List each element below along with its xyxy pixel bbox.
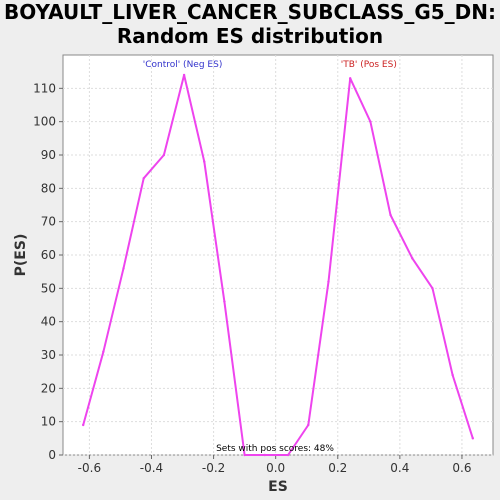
data-point bbox=[223, 300, 226, 303]
y-tick-label: 10 bbox=[41, 415, 56, 429]
y-tick-label: 60 bbox=[41, 248, 56, 262]
data-point bbox=[348, 77, 352, 80]
chart-title-line1: BOYAULT_LIVER_CANCER_SUBCLASS_G5_DN: bbox=[3, 0, 496, 24]
x-tick-label: -0.4 bbox=[140, 461, 163, 475]
data-point bbox=[327, 280, 330, 283]
y-tick-label: 90 bbox=[41, 148, 56, 162]
y-axis-label: P(ES) bbox=[13, 234, 29, 277]
y-tick-label: 30 bbox=[41, 348, 56, 362]
data-point bbox=[243, 453, 246, 457]
x-tick-label: 0.0 bbox=[266, 461, 285, 475]
data-point bbox=[81, 423, 85, 427]
plot-area bbox=[62, 54, 494, 456]
y-tick-label: 100 bbox=[33, 115, 56, 129]
data-point bbox=[451, 373, 454, 377]
data-point bbox=[102, 350, 105, 353]
data-point bbox=[471, 437, 475, 440]
data-point bbox=[142, 177, 145, 180]
data-point bbox=[307, 423, 310, 427]
y-tick-label: 40 bbox=[41, 315, 56, 329]
data-point bbox=[411, 257, 414, 260]
data-point bbox=[122, 267, 125, 270]
y-tick-label: 20 bbox=[41, 381, 56, 395]
x-tick-label: 0.6 bbox=[452, 461, 471, 475]
x-tick-label: -0.2 bbox=[202, 461, 225, 475]
chart-title: BOYAULT_LIVER_CANCER_SUBCLASS_G5_DN: Ran… bbox=[0, 0, 500, 48]
y-tick-label: 70 bbox=[41, 215, 56, 229]
pos-es-annotation: 'TB' (Pos ES) bbox=[341, 60, 397, 70]
x-axis-label: ES bbox=[268, 479, 288, 495]
y-tick-label: 80 bbox=[41, 181, 56, 195]
series-layer bbox=[81, 73, 475, 457]
data-point bbox=[162, 153, 166, 157]
density-line bbox=[82, 74, 474, 456]
y-tick-label: 50 bbox=[41, 281, 56, 295]
labels-layer: -0.6 -0.4 -0.2 0.0 0.2 0.4 0.6 0 10 20 30 40 50 60 70 8… bbox=[13, 60, 471, 495]
grid-lines bbox=[63, 55, 493, 456]
data-point bbox=[203, 160, 206, 163]
data-point bbox=[369, 120, 372, 123]
y-tick-label: 110 bbox=[33, 81, 56, 95]
data-point bbox=[263, 453, 267, 457]
pos-scores-note: Sets with pos scores: 48% bbox=[216, 444, 334, 454]
axes bbox=[59, 87, 463, 459]
chart-title-line2: Random ES distribution bbox=[116, 24, 384, 48]
data-point bbox=[286, 453, 290, 457]
x-tick-label: 0.4 bbox=[390, 461, 409, 475]
y-tick-label: 0 bbox=[48, 448, 56, 462]
x-tick-label: 0.2 bbox=[328, 461, 347, 475]
data-point bbox=[389, 213, 392, 217]
data-point bbox=[431, 287, 434, 290]
neg-es-annotation: 'Control' (Neg ES) bbox=[143, 60, 223, 70]
x-tick-label: -0.6 bbox=[78, 461, 101, 475]
data-point bbox=[182, 73, 186, 77]
